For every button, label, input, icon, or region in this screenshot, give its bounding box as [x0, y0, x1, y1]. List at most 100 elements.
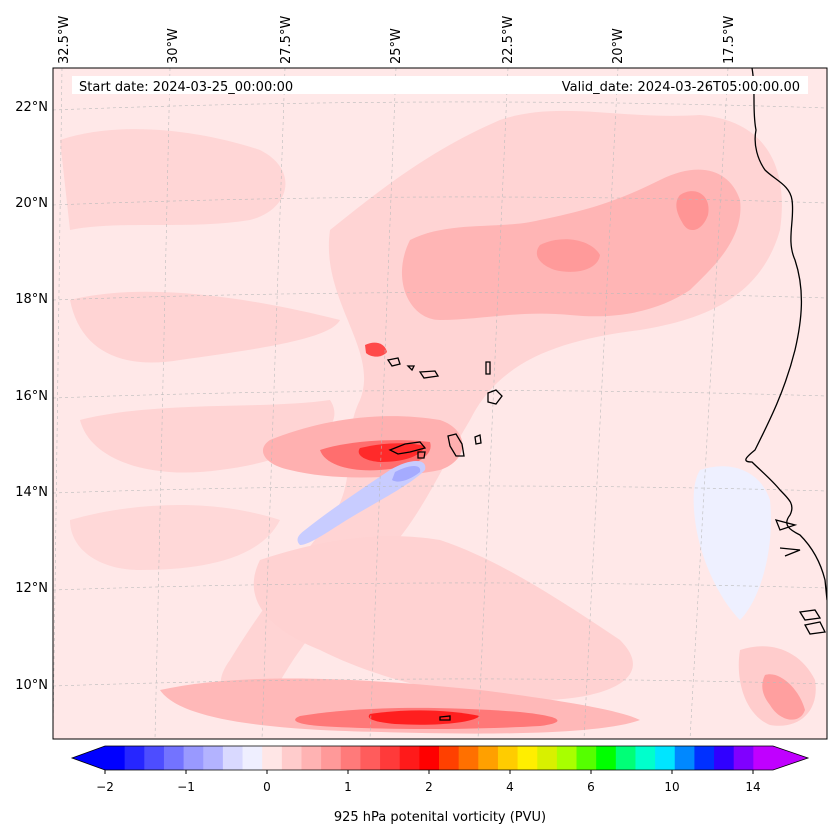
colorbar-cell [262, 746, 283, 770]
colorbar-cell [321, 746, 342, 770]
island-sal [485, 361, 491, 375]
colorbar-cell [203, 746, 224, 770]
island-south [439, 715, 451, 721]
lat-label: 14°N [15, 485, 48, 500]
pv-contour-medium-ne [676, 191, 709, 231]
colorbar-cell [242, 746, 263, 770]
colorbar-tick-label: 4 [506, 780, 514, 794]
island-boa-vista [487, 389, 503, 405]
pv-contour-medium-east [762, 674, 805, 720]
colorbar-tick-label: 0 [263, 780, 271, 794]
lat-label: 12°N [15, 581, 48, 596]
pv-max-south-core [368, 710, 480, 725]
pv-contour-light-band1 [70, 291, 340, 363]
lon-label: 22.5°W [501, 16, 516, 64]
colorbar-tick-label: 10 [664, 780, 679, 794]
colorbar-cell [222, 746, 244, 770]
pv-contour-light-west [60, 129, 286, 230]
pv-negative-streak-core [392, 466, 421, 482]
coast-inlet [774, 519, 798, 531]
coast-islands-se [798, 609, 826, 635]
pv-negative-streak [297, 461, 426, 545]
colorbar-extend-high [773, 746, 808, 770]
colorbar-cell [694, 746, 715, 770]
pv-max-north-island [365, 342, 387, 357]
colorbar-tick-label: −1 [177, 780, 195, 794]
colorbar-cell [753, 746, 774, 770]
island-santiago [447, 433, 465, 457]
colorbar-tick-label: −2 [96, 780, 114, 794]
colorbar-cell [733, 746, 754, 770]
colorbar-cell [537, 746, 558, 770]
colorbar-cell [163, 746, 185, 770]
colorbar-ticks: −2 −1 0 1 2 4 6 10 14 [96, 770, 761, 794]
colorbar-cell [360, 746, 381, 770]
pv-max-cape-verde-core [358, 443, 425, 462]
lon-label: 17.5°W [722, 16, 737, 64]
colorbar-cell [655, 746, 676, 770]
island-fogo-brava [388, 441, 427, 455]
pv-contour-medium-n2 [536, 239, 600, 272]
island-sao-vicente [406, 365, 416, 372]
colorbar-cell [419, 746, 440, 770]
lat-labels: 22°N 20°N 18°N 16°N 14°N 12°N 10°N [15, 100, 48, 693]
start-date-label: Start date: 2024-03-25_00:00:00 [79, 80, 293, 95]
pv-negative-east [693, 466, 771, 620]
lon-label: 25°W [389, 28, 404, 64]
colorbar-tick-label: 14 [745, 780, 760, 794]
colorbar-cell [714, 746, 735, 770]
lat-label: 10°N [15, 678, 48, 693]
header-box [72, 76, 808, 94]
colorbar-extend-low [72, 746, 105, 770]
gridlines [53, 68, 827, 739]
colorbar-cells [105, 746, 774, 770]
colorbar-cell [497, 746, 519, 770]
coast-inlet-2 [779, 547, 801, 557]
colorbar-cell [399, 746, 420, 770]
lat-label: 18°N [15, 292, 48, 307]
island-sao-nicolau [418, 370, 440, 379]
colorbar-cell [380, 746, 401, 770]
colorbar-label: 925 hPa potenital vorticity (PVU) [334, 810, 546, 825]
lat-label: 22°N [15, 100, 48, 115]
colorbar: −2 −1 0 1 2 4 6 10 14 925 hPa potenital … [70, 745, 810, 825]
pv-contour-light-band3 [70, 505, 280, 570]
pv-contour-light-south [253, 536, 633, 700]
lon-label: 20°W [611, 28, 626, 64]
lon-label: 30°W [166, 28, 181, 64]
colorbar-cell [281, 746, 302, 770]
colorbar-cell [517, 746, 538, 770]
colorbar-tick-label: 1 [344, 780, 352, 794]
lat-label: 16°N [15, 389, 48, 404]
map-frame [52, 67, 828, 740]
colorbar-cell [301, 746, 322, 770]
colorbar-cell [105, 746, 126, 770]
colorbar-cell [635, 746, 656, 770]
colorbar-cell [478, 746, 499, 770]
island-maio [474, 434, 482, 445]
island-fogo-2 [417, 451, 426, 459]
colorbar-cell [340, 746, 361, 770]
colorbar-cell [183, 746, 204, 770]
lon-label: 27.5°W [279, 16, 294, 64]
valid-date-label: Valid_date: 2024-03-26T05:00:00.00 [562, 80, 800, 95]
lon-label: 32.5°W [57, 16, 72, 64]
island-santo-antao [386, 357, 401, 367]
colorbar-cell [596, 746, 617, 770]
colorbar-tick-label: 6 [587, 780, 595, 794]
colorbar-cell [576, 746, 597, 770]
colorbar-cell [556, 746, 578, 770]
lat-label: 20°N [15, 196, 48, 211]
coastlines [386, 68, 827, 721]
colorbar-cell [674, 746, 695, 770]
pv-field [53, 68, 827, 739]
colorbar-cell [144, 746, 165, 770]
colorbar-tick-label: 2 [425, 780, 433, 794]
west-africa-coast [745, 68, 827, 601]
colorbar-cell [124, 746, 145, 770]
lon-labels: 32.5°W 30°W 27.5°W 25°W 22.5°W 20°W 17.5… [57, 16, 737, 64]
colorbar-cell [439, 746, 460, 770]
colorbar-cell [458, 746, 479, 770]
